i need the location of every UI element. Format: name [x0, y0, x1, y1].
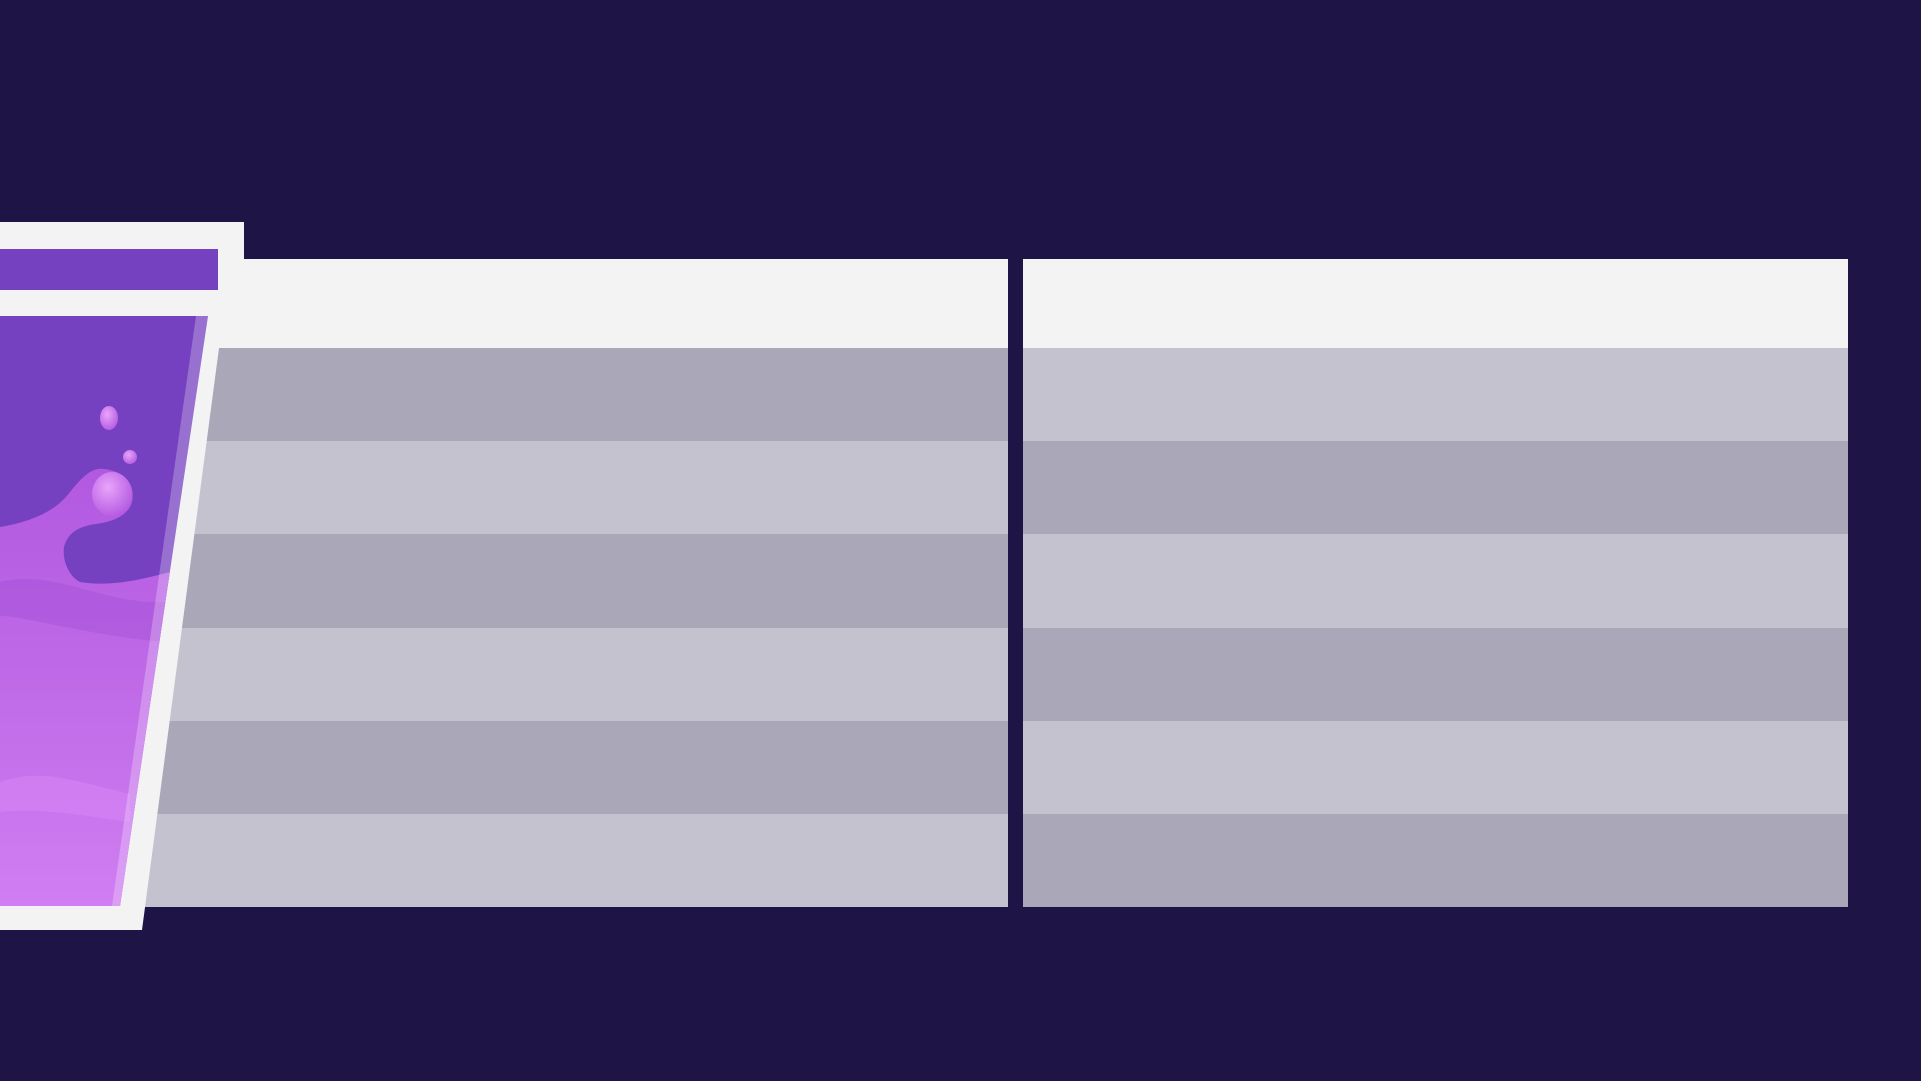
table-right-row-4 — [1023, 627, 1848, 721]
comparison-table-right — [1023, 259, 1848, 908]
table-left-row-2 — [120, 441, 1008, 535]
table-right-row-3 — [1023, 534, 1848, 628]
table-divider — [1008, 259, 1023, 907]
table-left-row-4 — [120, 627, 1008, 721]
table-right-row-6 — [1023, 813, 1848, 908]
purple-drink-glass-icon — [0, 222, 246, 932]
table-right-row-5 — [1023, 720, 1848, 814]
table-left-row-1 — [120, 347, 1008, 442]
table-left-row-5 — [120, 720, 1008, 814]
table-left-row-6 — [120, 813, 1008, 908]
table-right-header — [1023, 259, 1848, 348]
table-right-row-2 — [1023, 441, 1848, 535]
table-right-row-1 — [1023, 347, 1848, 442]
comparison-table-left — [120, 259, 1008, 908]
table-left-header — [120, 259, 1008, 348]
table-left-row-3 — [120, 534, 1008, 628]
